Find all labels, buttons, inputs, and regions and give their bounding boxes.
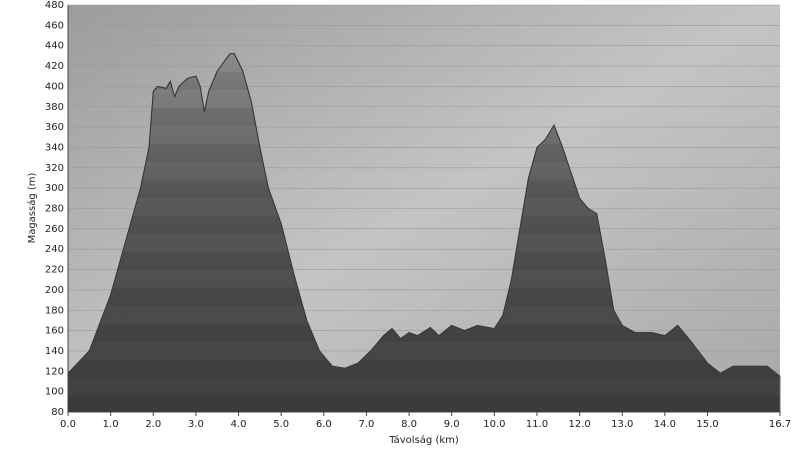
x-axis-title: Távolság (km) <box>388 434 459 446</box>
y-tick-label: 140 <box>45 346 64 357</box>
x-tick-label: 8.0 <box>401 419 417 430</box>
x-tick-label: 6.0 <box>316 419 332 430</box>
x-tick-label: 12.0 <box>568 419 590 430</box>
y-tick-label: 360 <box>45 122 64 133</box>
x-tick-label: 14.0 <box>654 419 676 430</box>
x-tick-label: 7.0 <box>358 419 374 430</box>
y-tick-label: 460 <box>45 20 64 31</box>
y-tick-label: 200 <box>45 285 64 296</box>
elevation-line <box>67 53 781 377</box>
x-tick-label: 13.0 <box>611 419 633 430</box>
y-tick-label: 420 <box>45 61 64 72</box>
y-axis-title: Magasság (m) <box>26 172 38 243</box>
y-tick-label: 80 <box>51 407 64 418</box>
y-tick-label: 320 <box>45 163 64 174</box>
y-tick-label: 260 <box>45 224 64 235</box>
x-tick-label: 11.0 <box>526 419 548 430</box>
x-tick-label: 16.7 <box>769 419 791 430</box>
y-tick-label: 440 <box>45 41 64 52</box>
y-tick-label: 300 <box>45 183 64 194</box>
x-tick-label: 5.0 <box>273 419 289 430</box>
area-banding <box>68 53 780 413</box>
y-tick-label: 280 <box>45 204 64 215</box>
x-tick-label: 15.0 <box>696 419 718 430</box>
y-tick-label: 120 <box>45 366 64 377</box>
y-tick-label: 100 <box>45 387 64 398</box>
x-tick-label: 3.0 <box>188 419 204 430</box>
y-tick-label: 400 <box>45 81 64 92</box>
y-tick-label: 340 <box>45 142 64 153</box>
y-tick-label: 380 <box>45 102 64 113</box>
x-tick-label: 0.0 <box>60 419 76 430</box>
x-tick-label: 1.0 <box>103 419 119 430</box>
x-tick-label: 4.0 <box>231 419 247 430</box>
y-tick-label: 180 <box>45 305 64 316</box>
x-tick-label: 10.0 <box>483 419 505 430</box>
y-tick-label: 480 <box>45 0 64 11</box>
x-tick-label: 2.0 <box>145 419 161 430</box>
y-tick-label: 240 <box>45 244 64 255</box>
y-tick-label: 160 <box>45 326 64 337</box>
x-tick-label: 9.0 <box>444 419 460 430</box>
y-tick-label: 220 <box>45 265 64 276</box>
